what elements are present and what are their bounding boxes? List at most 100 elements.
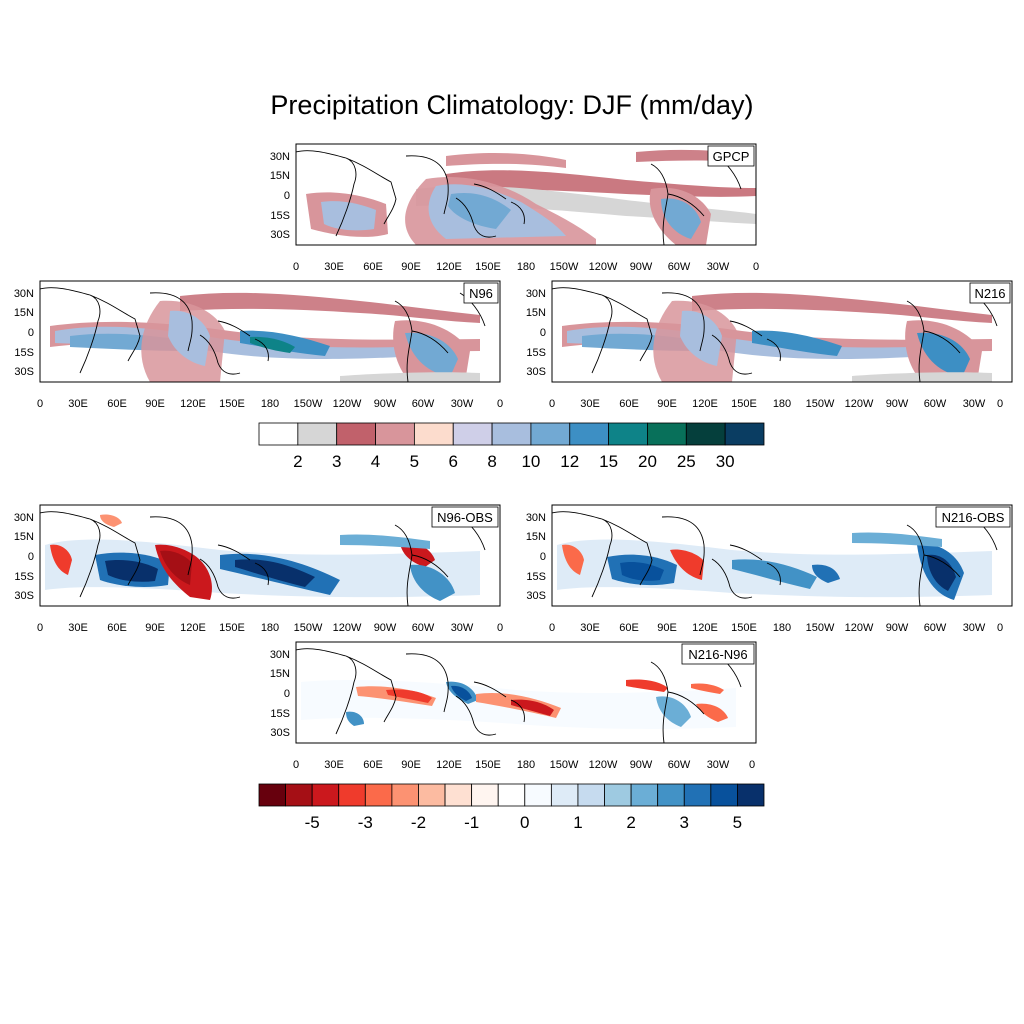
colorbar-label: 15	[599, 452, 618, 471]
svg-text:0: 0	[997, 622, 1003, 634]
coastlines	[296, 648, 742, 743]
svg-text:150E: 150E	[475, 261, 501, 273]
colorbar-box	[418, 783, 446, 807]
svg-text:0: 0	[540, 551, 546, 563]
panel-n96-obs: N96-OBS 30N 15N 0 15S 30S 0 30E 60E 90E …	[14, 504, 503, 634]
svg-text:30E: 30E	[324, 261, 344, 273]
svg-text:120E: 120E	[436, 261, 462, 273]
colorbar-box	[297, 422, 338, 446]
svg-text:180: 180	[261, 398, 279, 410]
svg-text:30W: 30W	[963, 622, 986, 634]
svg-text:60E: 60E	[363, 261, 383, 273]
svg-text:120W: 120W	[589, 261, 618, 273]
svg-text:120W: 120W	[589, 759, 618, 771]
colorbar-label: -1	[464, 813, 479, 832]
svg-text:60E: 60E	[619, 398, 639, 410]
coastlines	[40, 287, 486, 382]
colorbar-box	[657, 783, 685, 807]
lat-tick-labels: 30N 15N 0 15S 30S	[14, 512, 34, 602]
svg-text:120W: 120W	[333, 398, 362, 410]
svg-text:30N: 30N	[526, 288, 546, 300]
lat-tick-labels: 30N 15N 0 15S 30S	[526, 288, 546, 378]
svg-text:150E: 150E	[475, 759, 501, 771]
svg-text:60W: 60W	[668, 261, 691, 273]
colorbar-box	[530, 422, 571, 446]
colorbar-label: 5	[410, 452, 419, 471]
svg-text:15S: 15S	[14, 571, 34, 583]
colorbar-label: 4	[371, 452, 380, 471]
svg-text:180: 180	[773, 398, 791, 410]
colorbar-label: 6	[448, 452, 457, 471]
colorbar-difference: -5 -3 -2 -1 0 1 2 3 5	[258, 783, 765, 832]
svg-text:0: 0	[549, 398, 555, 410]
colorbar-label: 12	[560, 452, 579, 471]
panel-label-box: N216	[969, 282, 1011, 304]
svg-text:30W: 30W	[963, 398, 986, 410]
colorbar-boxes	[258, 783, 765, 807]
colorbar-box	[710, 783, 738, 807]
svg-text:0: 0	[293, 759, 299, 771]
svg-text:30E: 30E	[68, 622, 88, 634]
svg-text:120E: 120E	[180, 398, 206, 410]
colorbar-box	[524, 783, 552, 807]
map-field	[296, 642, 756, 743]
svg-text:90W: 90W	[886, 622, 909, 634]
colorbar-label: 1	[573, 813, 582, 832]
panel-label-box: N96	[463, 282, 499, 304]
colorbar-box	[647, 422, 687, 446]
colorbar-label: 3	[680, 813, 689, 832]
svg-text:0: 0	[37, 398, 43, 410]
panel-label: GPCP	[713, 149, 750, 164]
svg-text:120W: 120W	[845, 622, 874, 634]
lat-tick-labels: 30N 15N 0 15S 30S	[14, 288, 34, 378]
panel-gpcp: GPCP 30N 15N 0 15S 30S 0 30E 60E 90E 120…	[270, 143, 759, 273]
svg-text:0: 0	[293, 261, 299, 273]
lon-tick-labels: 0 30E 60E 90E 120E 150E 180 150W 120W 90…	[549, 398, 1003, 410]
svg-text:15S: 15S	[270, 210, 290, 222]
colorbar-box	[683, 783, 712, 807]
svg-text:90E: 90E	[401, 759, 421, 771]
svg-text:90W: 90W	[374, 398, 397, 410]
colorbar-box	[258, 422, 299, 446]
colorbar-box	[444, 783, 473, 807]
colorbar-label: 3	[332, 452, 341, 471]
svg-text:150E: 150E	[219, 398, 245, 410]
svg-text:30N: 30N	[270, 151, 290, 163]
svg-text:15N: 15N	[526, 307, 546, 319]
svg-text:30S: 30S	[14, 590, 34, 602]
svg-text:120E: 120E	[692, 622, 718, 634]
svg-text:15N: 15N	[526, 531, 546, 543]
lon-tick-labels: 0 30E 60E 90E 120E 150E 180 150W 120W 90…	[549, 622, 1003, 634]
svg-text:60W: 60W	[668, 759, 691, 771]
svg-text:30E: 30E	[580, 398, 600, 410]
coastlines	[552, 511, 998, 606]
colorbar-box	[685, 422, 726, 446]
svg-text:30S: 30S	[270, 727, 290, 739]
panel-n216-n96: N216-N96 30N 15N 0 15S 30S 0 30E 60E 90E…	[270, 641, 757, 771]
svg-text:0: 0	[753, 261, 759, 273]
svg-text:120W: 120W	[845, 398, 874, 410]
svg-text:90E: 90E	[145, 622, 165, 634]
svg-text:150E: 150E	[731, 622, 757, 634]
colorbar-label: 30	[716, 452, 735, 471]
svg-text:60E: 60E	[107, 398, 127, 410]
panel-label: N216	[974, 286, 1005, 301]
colorbar-box	[338, 783, 366, 807]
svg-text:30E: 30E	[580, 622, 600, 634]
colorbar-box	[391, 783, 419, 807]
svg-text:90E: 90E	[145, 398, 165, 410]
colorbar-box	[491, 422, 532, 446]
svg-text:180: 180	[517, 261, 535, 273]
svg-text:150W: 150W	[550, 261, 579, 273]
svg-text:60W: 60W	[412, 398, 435, 410]
svg-text:30N: 30N	[14, 512, 34, 524]
svg-text:0: 0	[28, 327, 34, 339]
svg-text:15S: 15S	[526, 571, 546, 583]
svg-text:15S: 15S	[526, 347, 546, 359]
colorbar-label: -2	[411, 813, 426, 832]
svg-text:0: 0	[284, 688, 290, 700]
lon-tick-labels: 0 30E 60E 90E 120E 150E 180 150W 120W 90…	[37, 398, 503, 410]
svg-text:180: 180	[517, 759, 535, 771]
svg-text:15S: 15S	[270, 708, 290, 720]
